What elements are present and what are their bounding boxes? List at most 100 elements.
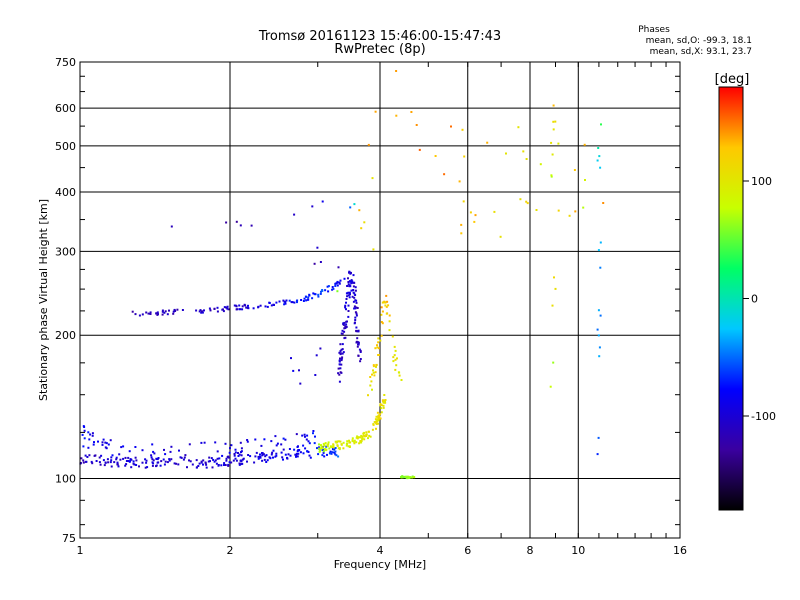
data-point [257, 457, 260, 460]
data-point [535, 209, 538, 211]
data-point [393, 354, 396, 357]
data-point [341, 348, 344, 351]
data-point [125, 460, 128, 462]
data-point [405, 476, 408, 479]
data-point [116, 461, 119, 464]
data-point [318, 446, 320, 449]
data-point [275, 301, 278, 304]
data-point [222, 310, 225, 313]
legend-line-x: mean, sd,X: 93.1, 23.7 [650, 47, 752, 57]
data-point [141, 313, 144, 316]
data-point [345, 298, 348, 300]
data-point [127, 456, 130, 459]
data-point [341, 329, 344, 332]
data-point [597, 334, 600, 337]
data-point [539, 163, 542, 166]
data-point [460, 232, 463, 235]
y-axis: 75 100 200 300 400 500 600 750 [55, 56, 680, 545]
data-point [385, 294, 388, 297]
data-point [321, 200, 324, 203]
data-point [297, 449, 300, 452]
data-point [346, 320, 348, 323]
data-point [347, 315, 350, 318]
data-point [128, 450, 131, 453]
data-point [344, 306, 347, 309]
data-point [234, 304, 237, 307]
data-point [306, 450, 309, 453]
data-point [375, 364, 378, 366]
data-point [224, 464, 227, 466]
data-point [354, 311, 357, 314]
data-point [92, 443, 95, 446]
data-point [550, 174, 553, 177]
data-point [379, 417, 382, 420]
data-point [89, 433, 92, 436]
data-point [83, 429, 86, 432]
data-point [110, 456, 113, 459]
data-point [324, 289, 327, 292]
data-point [345, 292, 348, 295]
data-point [384, 399, 387, 401]
data-point [354, 307, 357, 310]
data-point [342, 351, 345, 354]
data-point [225, 457, 228, 460]
data-point [302, 452, 305, 455]
data-point [115, 456, 118, 459]
data-point [395, 114, 398, 117]
data-point [311, 297, 314, 300]
data-point [574, 210, 577, 213]
data-point [227, 308, 230, 311]
data-point [335, 454, 338, 457]
data-point [367, 143, 370, 146]
data-point [244, 304, 247, 307]
data-point [304, 295, 307, 298]
data-point [339, 371, 342, 374]
data-point [304, 447, 307, 450]
data-point [360, 227, 363, 230]
data-point [197, 465, 200, 467]
data-point [203, 441, 206, 444]
data-point [354, 319, 357, 321]
data-point [339, 343, 342, 346]
data-point [355, 441, 358, 444]
data-point [109, 461, 112, 464]
data-point [354, 294, 357, 296]
data-point [246, 460, 248, 463]
data-point [380, 407, 383, 410]
data-point [211, 466, 214, 469]
data-point [321, 448, 324, 451]
data-point [410, 476, 413, 479]
data-point [357, 343, 360, 346]
data-point [557, 209, 560, 212]
data-point [363, 435, 366, 438]
data-point [353, 307, 356, 310]
data-point [381, 310, 384, 313]
data-point [124, 464, 127, 467]
data-point [230, 461, 233, 464]
data-point [319, 261, 322, 263]
data-point [327, 285, 330, 288]
data-point [400, 475, 403, 478]
data-point [326, 285, 329, 288]
data-point [260, 444, 263, 447]
data-point [81, 433, 84, 436]
y-tick-label: 100 [55, 473, 76, 486]
colorbar-tick-label: -100 [751, 410, 776, 423]
data-point [352, 289, 355, 291]
data-point [284, 453, 287, 456]
data-point [329, 450, 332, 453]
data-point [155, 465, 157, 468]
data-point [209, 309, 212, 312]
data-point [161, 309, 164, 312]
data-point [287, 453, 290, 456]
data-point [345, 444, 348, 447]
data-point [356, 345, 359, 348]
data-point [599, 241, 602, 244]
data-point [413, 476, 416, 479]
data-point [295, 454, 298, 457]
data-point [388, 320, 391, 323]
data-point [394, 349, 397, 352]
data-point [347, 445, 350, 448]
data-point [239, 441, 242, 444]
x-tick-label: 16 [673, 544, 687, 557]
